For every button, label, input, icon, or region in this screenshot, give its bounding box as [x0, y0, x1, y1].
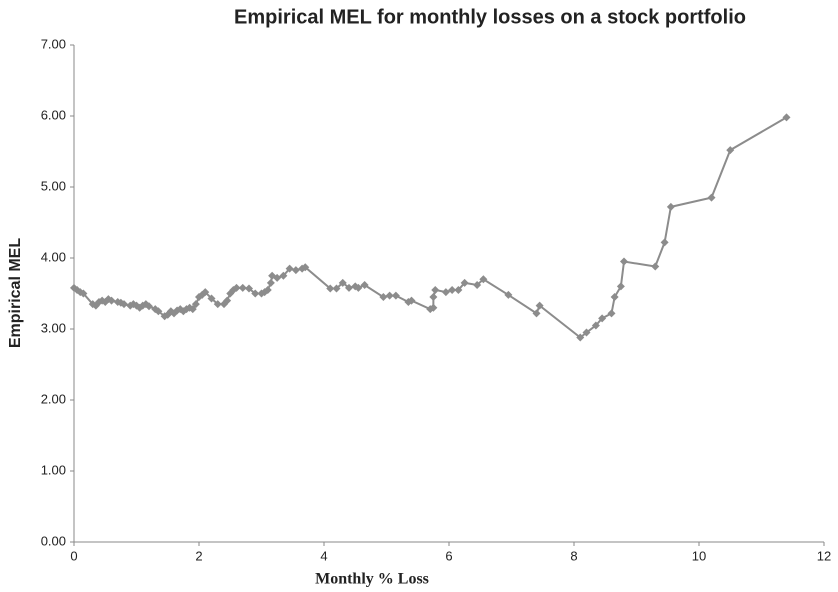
y-tick-label: 5.00 [41, 178, 66, 193]
data-point [251, 289, 260, 298]
data-point [429, 293, 438, 302]
data-point [291, 266, 300, 275]
data-point [326, 284, 335, 293]
x-tick-label: 4 [320, 548, 327, 563]
data-point [576, 333, 585, 342]
y-tick-label: 2.00 [41, 391, 66, 406]
data-point [79, 289, 88, 298]
data-point [535, 301, 544, 310]
data-point [207, 294, 216, 303]
y-tick-label: 4.00 [41, 249, 66, 264]
data-point [279, 271, 288, 280]
y-tick-label: 6.00 [41, 107, 66, 122]
data-point [263, 285, 272, 294]
data-point [620, 257, 628, 266]
data-point [107, 296, 116, 305]
data-point [385, 291, 394, 300]
data-point [232, 283, 241, 292]
data-point [391, 291, 400, 300]
data-point [454, 285, 463, 294]
x-axis-label: Monthly % Loss [315, 571, 429, 588]
x-tick-label: 10 [692, 548, 706, 563]
data-point [582, 328, 591, 337]
data-point [431, 285, 440, 294]
data-point [188, 305, 197, 314]
data-point [338, 278, 347, 287]
data-point [598, 314, 607, 323]
y-axis-label: Empirical MEL [7, 238, 24, 348]
data-point [448, 285, 457, 294]
data-line [73, 116, 788, 339]
data-point [360, 280, 369, 289]
x-tick-label: 6 [445, 548, 452, 563]
data-point [301, 263, 310, 272]
data-point [607, 309, 616, 318]
data-point [429, 303, 438, 312]
x-tick-label: 0 [70, 548, 77, 563]
y-tick-label: 0.00 [41, 533, 66, 548]
x-tick-label: 2 [195, 548, 202, 563]
data-point [273, 273, 282, 282]
chart-title: Empirical MEL for monthly losses on a st… [234, 6, 746, 28]
data-point [782, 113, 791, 122]
data-point [213, 300, 222, 309]
data-point [616, 282, 625, 291]
data-point [726, 146, 735, 155]
data-point [285, 264, 294, 273]
data-point [666, 202, 675, 211]
data-point [154, 307, 163, 316]
y-tick-label: 3.00 [41, 320, 66, 335]
data-point [266, 278, 275, 287]
data-point [441, 288, 450, 297]
data-point [707, 193, 716, 202]
data-point [379, 293, 388, 302]
data-point [407, 296, 416, 305]
data-point [660, 238, 669, 247]
data-point [201, 288, 210, 297]
data-point [610, 293, 619, 302]
y-tick-label: 1.00 [41, 462, 66, 477]
data-point [591, 321, 600, 330]
data-point [223, 296, 232, 305]
data-point [191, 300, 200, 309]
data-point [120, 300, 128, 309]
data-point [354, 283, 363, 292]
data-point [479, 275, 488, 284]
data-point [245, 284, 253, 293]
data-point [332, 284, 341, 293]
x-tick-label: 12 [817, 548, 831, 563]
data-point [460, 278, 469, 287]
data-point [238, 283, 247, 292]
data-point [473, 280, 482, 289]
data-point [532, 309, 541, 318]
data-point [504, 290, 513, 299]
data-point [651, 262, 660, 271]
y-tick-label: 7.00 [41, 36, 66, 51]
data-point [145, 302, 153, 311]
x-tick-label: 8 [570, 548, 577, 563]
data-point [345, 283, 353, 292]
